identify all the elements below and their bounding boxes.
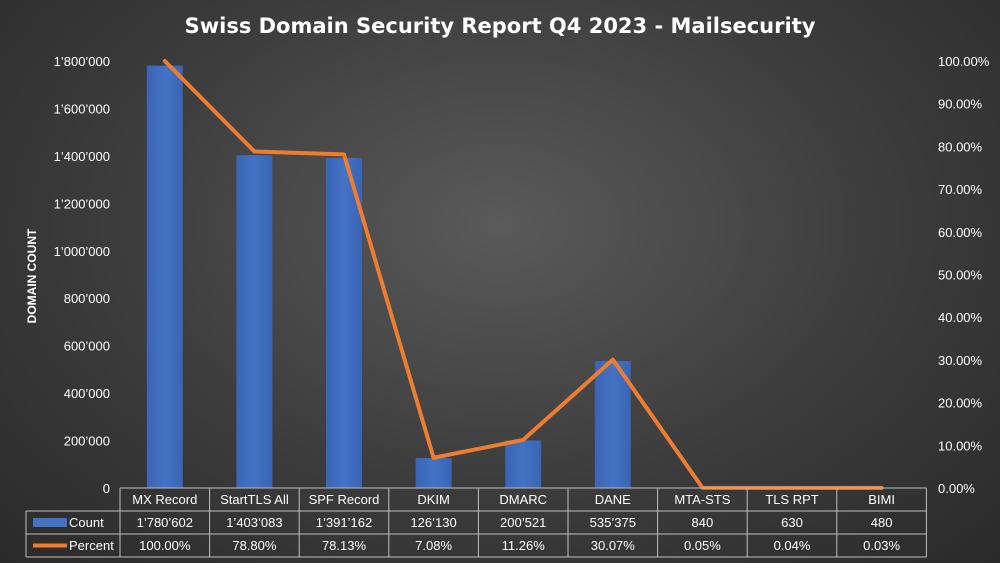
y2-tick-label: 30.00% bbox=[938, 353, 983, 368]
y-tick-label: 1’000’000 bbox=[54, 244, 110, 259]
category-label: StartTLS All bbox=[220, 492, 289, 507]
category-label: MTA-STS bbox=[674, 492, 730, 507]
y2-tick-label: 40.00% bbox=[938, 310, 983, 325]
category-label: DKIM bbox=[417, 492, 450, 507]
y-tick-label: 1’400’000 bbox=[54, 149, 110, 164]
percent-cell: 78.13% bbox=[322, 538, 367, 553]
y2-axis-ticks: 0.00% 10.00% 20.00% 30.00% 40.00% 50.00% 60.00… bbox=[938, 54, 990, 496]
bar-series bbox=[146, 65, 900, 489]
y-tick-label: 1’200’000 bbox=[54, 196, 110, 211]
percent-cell: 0.03% bbox=[863, 538, 900, 553]
count-cell: 630 bbox=[781, 515, 803, 530]
y-tick-label: 800’000 bbox=[64, 291, 110, 306]
category-label: SPF Record bbox=[309, 492, 380, 507]
y-tick-label: 600’000 bbox=[64, 339, 110, 354]
count-cell: 840 bbox=[692, 515, 714, 530]
y2-tick-label: 100.00% bbox=[938, 54, 990, 69]
y2-tick-label: 70.00% bbox=[938, 182, 983, 197]
category-label: DMARC bbox=[499, 492, 547, 507]
legend-label-count: Count bbox=[69, 515, 104, 530]
chart-title: Swiss Domain Security Report Q4 2023 - M… bbox=[185, 14, 816, 38]
category-label: BIMI bbox=[868, 492, 895, 507]
y2-tick-label: 0.00% bbox=[938, 481, 975, 496]
bar bbox=[505, 440, 542, 488]
percent-cell: 0.05% bbox=[684, 538, 721, 553]
y2-tick-label: 60.00% bbox=[938, 225, 983, 240]
bar bbox=[146, 65, 183, 489]
y-tick-label: 1’600’000 bbox=[54, 101, 110, 116]
y2-tick-label: 80.00% bbox=[938, 139, 983, 154]
y2-tick-label: 10.00% bbox=[938, 438, 983, 453]
bar bbox=[415, 458, 452, 488]
count-cell: 1’780’602 bbox=[137, 515, 193, 530]
y-tick-label: 200’000 bbox=[64, 434, 110, 449]
percent-cell: 78.80% bbox=[232, 538, 277, 553]
percent-cell: 7.08% bbox=[415, 538, 452, 553]
bar bbox=[594, 360, 631, 488]
legend-label-percent: Percent bbox=[69, 538, 114, 553]
percent-cell: 100.00% bbox=[139, 538, 191, 553]
y2-tick-label: 50.00% bbox=[938, 268, 983, 283]
y-axis-ticks: 0 200’000 400’000 600’000 800’000 1’000’000 1’… bbox=[54, 54, 110, 496]
y-axis-label: DOMAIN COUNT bbox=[25, 228, 39, 323]
percent-cell: 11.26% bbox=[502, 538, 546, 553]
count-cell: 480 bbox=[871, 515, 893, 530]
y2-tick-label: 20.00% bbox=[938, 396, 983, 411]
category-label: DANE bbox=[595, 492, 631, 507]
count-cell: 535’375 bbox=[590, 515, 636, 530]
category-label: MX Record bbox=[132, 492, 197, 507]
percent-cell: 30.07% bbox=[591, 538, 636, 553]
y-tick-label: 1’800’000 bbox=[54, 54, 110, 69]
count-cell: 1’391’162 bbox=[316, 515, 372, 530]
count-cell: 200’521 bbox=[500, 515, 546, 530]
data-table: MX Record StartTLS All SPF Record DKIM DMARC… bbox=[25, 487, 927, 558]
y-tick-label: 400’000 bbox=[64, 386, 110, 401]
count-cell: 126’130 bbox=[410, 515, 456, 530]
legend-swatch-count bbox=[33, 518, 67, 527]
percent-cell: 0.04% bbox=[774, 538, 811, 553]
count-cell: 1’403’083 bbox=[226, 515, 282, 530]
y-tick-label: 0 bbox=[103, 481, 110, 496]
bar bbox=[236, 155, 273, 488]
category-label: TLS RPT bbox=[765, 492, 819, 507]
y2-tick-label: 90.00% bbox=[938, 97, 983, 112]
bar bbox=[326, 157, 362, 488]
